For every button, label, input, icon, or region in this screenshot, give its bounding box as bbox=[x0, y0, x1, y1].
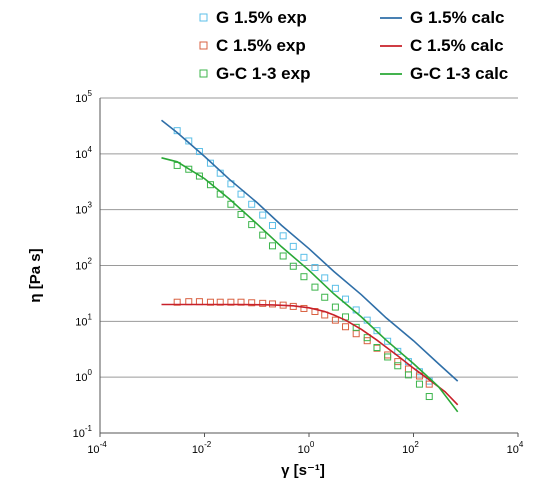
data-point-g-c-1-3-exp bbox=[394, 362, 402, 370]
data-point-g-1-5-exp bbox=[311, 264, 319, 272]
data-point-g-c-1-3-exp bbox=[237, 210, 245, 218]
x-axis-label: γ [s⁻¹] bbox=[281, 462, 325, 479]
data-point-g-1-5-exp bbox=[384, 337, 392, 345]
data-point-g-c-1-3-exp bbox=[373, 343, 381, 351]
data-point-g-c-1-3-exp bbox=[425, 393, 433, 401]
x-tick-label: 100 bbox=[298, 440, 315, 456]
data-point-g-c-1-3-exp bbox=[404, 371, 412, 379]
x-tick-label: 10-4 bbox=[87, 440, 107, 456]
y-tick-label: 100 bbox=[75, 368, 92, 384]
y-tick-label: 103 bbox=[75, 201, 92, 217]
x-tick-label: 104 bbox=[507, 440, 524, 456]
series-line-c-1-5-calc bbox=[161, 303, 459, 406]
legend-label-c-1-5-calc: C 1.5% calc bbox=[410, 36, 504, 55]
legend-marker-g-1-5-exp bbox=[199, 13, 208, 22]
data-point-g-c-1-3-exp bbox=[185, 165, 193, 173]
data-point-g-c-1-3-exp bbox=[206, 181, 214, 189]
data-point-g-1-5-exp bbox=[268, 222, 276, 230]
data-point-g-1-5-exp bbox=[300, 253, 308, 261]
legend-label-g-c-1-3-calc: G-C 1-3 calc bbox=[410, 64, 508, 83]
legend: G 1.5% exp C 1.5% exp G-C 1-3 exp G 1.5% ca… bbox=[199, 8, 508, 83]
data-point-g-c-1-3-exp bbox=[415, 380, 423, 388]
data-point-c-1-5-exp bbox=[331, 316, 339, 324]
legend-marker-c-1-5-exp bbox=[199, 41, 208, 50]
data-point-g-1-5-exp bbox=[394, 347, 402, 355]
data-point-g-c-1-3-exp bbox=[268, 242, 276, 250]
legend-marker-g-c-1-3-exp bbox=[199, 69, 208, 78]
legend-label-g-c-1-3-exp: G-C 1-3 exp bbox=[216, 64, 310, 83]
data-point-g-1-5-exp bbox=[331, 284, 339, 292]
data-point-g-c-1-3-exp bbox=[195, 172, 203, 180]
series-line-g-c-1-3-calc bbox=[161, 157, 459, 413]
data-point-c-1-5-exp bbox=[300, 304, 308, 312]
data-point-g-1-5-exp bbox=[321, 274, 329, 282]
data-point-g-1-5-exp bbox=[279, 232, 287, 240]
plot-area bbox=[161, 119, 459, 413]
data-point-g-1-5-exp bbox=[195, 148, 203, 156]
gridlines bbox=[100, 97, 518, 378]
x-tick-label: 10-2 bbox=[192, 440, 212, 456]
data-point-g-1-5-exp bbox=[206, 159, 214, 167]
data-point-g-c-1-3-exp bbox=[279, 252, 287, 260]
data-point-g-1-5-exp bbox=[342, 295, 350, 303]
data-point-g-c-1-3-exp bbox=[311, 283, 319, 291]
y-tick-label: 102 bbox=[75, 257, 92, 273]
y-axis-label: η [Pa s] bbox=[27, 248, 44, 302]
y-tick-label: 104 bbox=[75, 145, 92, 161]
x-tick-label: 102 bbox=[402, 440, 419, 456]
y-tick-label: 10-1 bbox=[73, 424, 93, 440]
data-point-g-1-5-exp bbox=[237, 190, 245, 198]
data-point-g-1-5-exp bbox=[289, 242, 297, 250]
data-point-c-1-5-exp bbox=[384, 351, 392, 359]
data-point-c-1-5-exp bbox=[259, 299, 267, 307]
data-point-g-c-1-3-exp bbox=[248, 221, 256, 229]
legend-label-g-1-5-exp: G 1.5% exp bbox=[216, 8, 307, 27]
y-tick-label: 101 bbox=[75, 312, 92, 328]
data-point-g-c-1-3-exp bbox=[384, 353, 392, 361]
data-point-c-1-5-exp bbox=[248, 299, 256, 307]
data-point-g-c-1-3-exp bbox=[259, 231, 267, 239]
legend-label-c-1-5-exp: C 1.5% exp bbox=[216, 36, 306, 55]
data-point-g-c-1-3-exp bbox=[300, 273, 308, 281]
legend-label-g-1-5-calc: G 1.5% calc bbox=[410, 8, 505, 27]
data-point-g-c-1-3-exp bbox=[289, 262, 297, 270]
series-line-g-1-5-calc bbox=[161, 119, 459, 382]
y-tick-label: 105 bbox=[75, 89, 92, 105]
data-point-g-1-5-exp bbox=[373, 327, 381, 335]
data-point-g-1-5-exp bbox=[248, 200, 256, 208]
axes bbox=[99, 98, 519, 437]
data-point-c-1-5-exp bbox=[268, 300, 276, 308]
data-point-g-1-5-exp bbox=[259, 211, 267, 219]
tick-labels: 10-1 100 101 102 103 104 105 10-4 10-2 100 102 104 bbox=[73, 89, 524, 456]
data-point-c-1-5-exp bbox=[425, 380, 433, 388]
data-point-c-1-5-exp bbox=[404, 365, 412, 373]
data-point-c-1-5-exp bbox=[342, 323, 350, 331]
data-point-c-1-5-exp bbox=[352, 330, 360, 338]
data-point-g-c-1-3-exp bbox=[331, 303, 339, 311]
data-point-g-c-1-3-exp bbox=[363, 334, 371, 342]
data-point-c-1-5-exp bbox=[394, 358, 402, 366]
data-point-g-c-1-3-exp bbox=[321, 293, 329, 301]
